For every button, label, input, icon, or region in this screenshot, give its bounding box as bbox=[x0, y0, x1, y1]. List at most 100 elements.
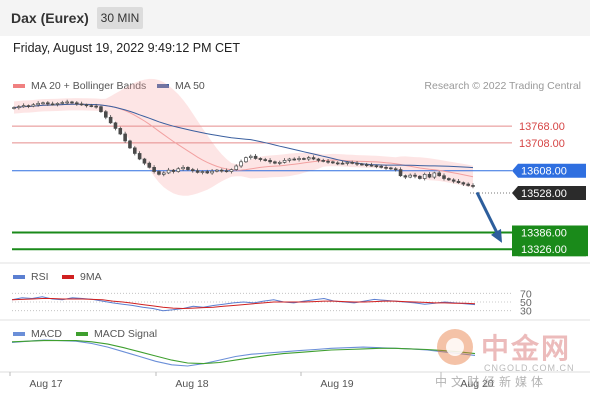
candle-body-8 bbox=[50, 103, 55, 106]
candle-body-56 bbox=[282, 160, 287, 163]
macd-signal-legend-label: MACD Signal bbox=[94, 328, 158, 340]
candle-body-59 bbox=[297, 158, 301, 160]
candle-body-33 bbox=[171, 169, 176, 172]
ma20-swatch bbox=[13, 84, 25, 89]
x-axis-tick-3: Aug 20 bbox=[460, 378, 493, 390]
level-label-2: 13608.00 bbox=[521, 166, 567, 178]
candle-body-85 bbox=[422, 173, 427, 179]
candle-body-95 bbox=[471, 185, 475, 187]
candle-body-1 bbox=[17, 106, 21, 109]
candle-body-7 bbox=[46, 102, 50, 105]
candle-body-76 bbox=[379, 165, 383, 168]
candle-body-93 bbox=[461, 182, 466, 185]
candle-body-26 bbox=[137, 153, 142, 160]
x-axis-tick-1: Aug 18 bbox=[175, 378, 208, 390]
candle-body-92 bbox=[456, 180, 461, 184]
candle-body-37 bbox=[190, 169, 195, 172]
candle-body-62 bbox=[311, 157, 316, 160]
macd-series-1 bbox=[11, 340, 476, 365]
candle-body-25 bbox=[132, 147, 137, 154]
candle-body-88 bbox=[437, 172, 441, 177]
candle-body-31 bbox=[161, 172, 166, 175]
macd-series-0 bbox=[11, 339, 476, 367]
candle-body-0 bbox=[12, 107, 16, 109]
candle-body-22 bbox=[118, 128, 123, 135]
candle-body-51 bbox=[258, 158, 263, 160]
forecast-arrow-shaft bbox=[475, 191, 499, 234]
candle-body-13 bbox=[75, 102, 79, 105]
rsi-ma-legend-label: 9MA bbox=[80, 271, 102, 283]
candle-body-72 bbox=[360, 163, 364, 166]
candle-body-2 bbox=[21, 105, 26, 108]
candle-body-29 bbox=[152, 167, 156, 172]
candle-body-66 bbox=[331, 161, 335, 164]
x-axis-tick-2: Aug 19 bbox=[320, 378, 353, 390]
candle-body-81 bbox=[403, 175, 408, 178]
candle-body-18 bbox=[99, 106, 103, 113]
candle-body-10 bbox=[60, 102, 65, 104]
watermark-brand: 中金网 bbox=[481, 333, 572, 364]
candle-body-68 bbox=[340, 162, 345, 165]
bollinger-band bbox=[14, 78, 473, 196]
timeframe-badge[interactable]: 30 MIN bbox=[97, 7, 143, 29]
candle-body-53 bbox=[268, 160, 272, 163]
candle-body-64 bbox=[321, 160, 326, 162]
candle-body-87 bbox=[432, 172, 437, 178]
candle-body-69 bbox=[345, 162, 350, 164]
candle-body-43 bbox=[219, 169, 224, 172]
candle-body-55 bbox=[277, 162, 282, 164]
candle-body-11 bbox=[65, 101, 69, 104]
candle-body-57 bbox=[287, 158, 292, 161]
forecast-arrow-head bbox=[491, 228, 502, 243]
macd-signal-legend: MACD Signal bbox=[76, 328, 157, 340]
level-label-0: 13768.00 bbox=[519, 121, 565, 133]
candle-body-34 bbox=[176, 168, 181, 172]
support-label-5: 13326.00 bbox=[521, 244, 567, 256]
candle-body-16 bbox=[89, 105, 94, 107]
watermark: 中金网 CNGOLD.COM.CN 中文财经新媒体 bbox=[433, 325, 590, 400]
candle-body-86 bbox=[427, 173, 432, 178]
candle-body-82 bbox=[408, 174, 412, 178]
level-label-1: 13708.00 bbox=[519, 138, 565, 150]
candle-body-41 bbox=[210, 170, 214, 174]
candle-body-46 bbox=[234, 165, 239, 170]
candle-body-79 bbox=[393, 168, 398, 171]
candle-body-12 bbox=[70, 101, 74, 104]
candle-body-47 bbox=[239, 161, 243, 167]
rsi-ma-swatch bbox=[62, 275, 74, 280]
candle-body-70 bbox=[350, 162, 355, 164]
candle-body-50 bbox=[253, 155, 258, 159]
candle-body-65 bbox=[326, 160, 330, 163]
candle-body-71 bbox=[355, 162, 359, 165]
candle-body-74 bbox=[369, 164, 374, 167]
macd-legend-label: MACD bbox=[31, 328, 62, 340]
level-tag-3 bbox=[512, 185, 586, 200]
watermark-url: CNGOLD.COM.CN bbox=[484, 363, 575, 373]
candle-body-32 bbox=[166, 169, 171, 174]
ma20-legend-label: MA 20 + Bollinger Bands bbox=[31, 80, 147, 92]
macd-swatch bbox=[13, 332, 25, 337]
level-tag-2 bbox=[512, 163, 586, 178]
candle-body-52 bbox=[263, 159, 268, 161]
instrument-title: Dax (Eurex) bbox=[11, 10, 89, 26]
candle-body-73 bbox=[364, 164, 369, 166]
macd-signal-swatch bbox=[76, 332, 88, 337]
ma50-line bbox=[13, 103, 474, 169]
level-label-3: 13528.00 bbox=[521, 188, 567, 200]
candle-body-38 bbox=[195, 170, 200, 173]
candle-body-14 bbox=[79, 103, 84, 106]
candle-body-28 bbox=[147, 162, 152, 168]
rsi-legend-label: RSI bbox=[31, 271, 49, 283]
candle-body-75 bbox=[374, 165, 379, 168]
candle-body-17 bbox=[94, 105, 98, 108]
candle-body-3 bbox=[26, 105, 31, 107]
candle-body-94 bbox=[466, 183, 470, 186]
candle-body-58 bbox=[292, 158, 297, 161]
candle-body-44 bbox=[224, 170, 229, 173]
rsi-tick-2: 30 bbox=[520, 306, 532, 318]
candle-body-48 bbox=[244, 157, 248, 163]
candle-body-49 bbox=[248, 155, 253, 158]
rsi-series-1 bbox=[11, 298, 476, 310]
candle-body-90 bbox=[447, 178, 451, 181]
